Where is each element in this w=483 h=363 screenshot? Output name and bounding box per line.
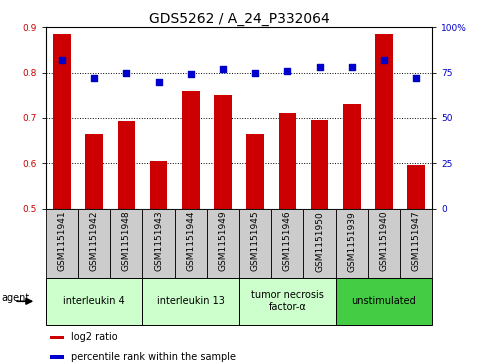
- Bar: [46, 278, 142, 325]
- Text: agent: agent: [1, 293, 29, 303]
- Text: GSM1151945: GSM1151945: [251, 211, 260, 272]
- Text: unstimulated: unstimulated: [352, 296, 416, 306]
- Bar: [46, 209, 78, 278]
- Bar: [279, 113, 296, 209]
- Text: GSM1151939: GSM1151939: [347, 211, 356, 272]
- Bar: [182, 91, 199, 209]
- Bar: [400, 209, 432, 278]
- Bar: [150, 161, 168, 209]
- Bar: [368, 209, 400, 278]
- Text: GSM1151949: GSM1151949: [218, 211, 227, 272]
- Bar: [78, 209, 110, 278]
- Text: GSM1151948: GSM1151948: [122, 211, 131, 272]
- Bar: [271, 209, 303, 278]
- Bar: [207, 209, 239, 278]
- Text: GSM1151940: GSM1151940: [380, 211, 388, 272]
- Point: [316, 64, 324, 70]
- Point: [412, 75, 420, 81]
- Point: [187, 72, 195, 77]
- Text: percentile rank within the sample: percentile rank within the sample: [71, 352, 236, 362]
- Point: [90, 75, 98, 81]
- Bar: [50, 336, 64, 339]
- Bar: [85, 134, 103, 209]
- Point: [380, 57, 388, 63]
- Text: GSM1151943: GSM1151943: [154, 211, 163, 272]
- Bar: [303, 209, 336, 278]
- Bar: [375, 34, 393, 209]
- Text: log2 ratio: log2 ratio: [71, 333, 118, 342]
- Text: GSM1151946: GSM1151946: [283, 211, 292, 272]
- Title: GDS5262 / A_24_P332064: GDS5262 / A_24_P332064: [149, 12, 329, 26]
- Bar: [142, 278, 239, 325]
- Text: interleukin 4: interleukin 4: [63, 296, 125, 306]
- Bar: [343, 104, 361, 209]
- Text: tumor necrosis
factor-α: tumor necrosis factor-α: [251, 290, 324, 312]
- Bar: [142, 209, 175, 278]
- Text: GSM1151944: GSM1151944: [186, 211, 195, 271]
- Bar: [50, 355, 64, 359]
- Text: interleukin 13: interleukin 13: [157, 296, 225, 306]
- Bar: [53, 34, 71, 209]
- Bar: [336, 278, 432, 325]
- Bar: [246, 134, 264, 209]
- Point: [219, 66, 227, 72]
- Text: GSM1151941: GSM1151941: [57, 211, 67, 272]
- Bar: [110, 209, 142, 278]
- Point: [58, 57, 66, 63]
- Point: [348, 64, 355, 70]
- Bar: [117, 121, 135, 209]
- Text: GSM1151947: GSM1151947: [412, 211, 421, 272]
- Bar: [175, 209, 207, 278]
- Point: [155, 79, 162, 85]
- Point: [123, 70, 130, 76]
- Bar: [239, 278, 336, 325]
- Text: GSM1151950: GSM1151950: [315, 211, 324, 272]
- Point: [251, 70, 259, 76]
- Text: GSM1151942: GSM1151942: [90, 211, 99, 271]
- Bar: [311, 120, 328, 209]
- Bar: [214, 95, 232, 209]
- Bar: [239, 209, 271, 278]
- Bar: [407, 165, 425, 209]
- Point: [284, 68, 291, 74]
- Bar: [336, 209, 368, 278]
